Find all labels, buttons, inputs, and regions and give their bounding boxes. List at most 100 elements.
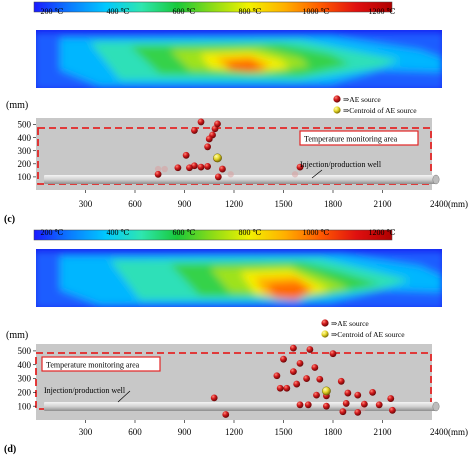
legend-ae-source-icon-bottom [321, 319, 329, 327]
x-axis-top: 300 600 900 1200 1500 1800 2100 2400(mm) [79, 190, 468, 209]
well-top [44, 174, 440, 185]
ae-centroid-point [213, 153, 222, 163]
colorbar-label: 1000 ℃ [303, 7, 330, 16]
well-bottom [44, 401, 440, 412]
x-tick-label: 300 [79, 427, 93, 437]
temperature-monitoring-box-bottom [35, 352, 432, 410]
colorbar-top: 200 ℃ 400 ℃ 600 ℃ 800 ℃ 1000 ℃ 1200 ℃ [33, 1, 396, 16]
x-tick-label: 600 [128, 427, 142, 437]
legend-ae-source-top: ⇒AE source [343, 95, 381, 104]
ae-source-point [290, 368, 297, 376]
x-tick-label: 1200 [225, 427, 244, 437]
colorbar-bottom: 200 ℃ 400 ℃ 600 ℃ 800 ℃ 1000 ℃ 1200 ℃ [33, 228, 396, 241]
legend-centroid-top: ⇒Centroid of AE source [343, 106, 417, 115]
ae-source-point [337, 377, 345, 385]
y-tick-label: 500 [18, 120, 32, 130]
ae-source-point [210, 394, 218, 402]
ae-source-faint-point [227, 171, 234, 178]
x-tick-label: 300 [79, 199, 93, 209]
legend-top: ⇒AE source ⇒Centroid of AE source [333, 95, 417, 115]
ae-source-point [186, 164, 193, 172]
ae-source-point [360, 400, 368, 408]
ae-points-top [154, 118, 304, 181]
colorbar-top-labels: 200 ℃ 400 ℃ 600 ℃ 800 ℃ 1000 ℃ 1200 ℃ [41, 7, 396, 16]
y-tick-label: 100 [18, 172, 32, 182]
ae-source-faint-point [291, 171, 299, 178]
legend-centroid-icon-top [333, 106, 341, 114]
ae-source-point [222, 411, 230, 418]
x-tick-label: 1800 [324, 427, 343, 437]
ae-source-point [304, 401, 312, 409]
ae-source-point [306, 346, 314, 353]
ae-source-point [205, 135, 213, 143]
y-tick-label: 500 [18, 346, 32, 356]
panel-tag-d: (d) [4, 444, 16, 455]
temperature-label-text-bottom: Temperature monitoring area [46, 361, 140, 370]
colorbar-label: 200 ℃ [41, 228, 64, 237]
x-axis-end-label: 2400(mm) [430, 199, 468, 209]
ae-source-point [339, 408, 347, 416]
ae-source-point [182, 151, 190, 159]
ae-source-point [323, 402, 330, 410]
colorbar-label: 800 ℃ [239, 7, 262, 16]
ae-source-point [280, 355, 287, 363]
ae-source-faint-point [154, 165, 162, 173]
x-tick-label: 1500 [275, 199, 294, 209]
ae-panel-bottom: 500 400 300 200 100 300 600 900 1200 1500 1800 210… [4, 319, 468, 455]
temperature-map-bottom [36, 249, 442, 307]
legend-bottom: ⇒AE source ⇒Centroid of AE source [321, 319, 405, 339]
ae-source-point [197, 163, 205, 171]
ae-source-point [344, 389, 352, 397]
x-axis-bottom: 300 600 900 1200 1500 1800 2100 2400(mm) [79, 420, 468, 437]
colorbar-bottom-labels: 200 ℃ 400 ℃ 600 ℃ 800 ℃ 1000 ℃ 1200 ℃ [41, 228, 396, 237]
ae-source-point [191, 127, 198, 134]
well-label-bottom: Injection/production well [44, 386, 131, 403]
ae-source-point [387, 395, 395, 402]
colorbar-label: 600 ℃ [173, 228, 196, 237]
colorbar-label: 600 ℃ [173, 7, 196, 16]
legend-centroid-icon-bottom [321, 330, 329, 338]
y-unit-bottom: (mm) [6, 330, 28, 341]
ae-points-bottom [210, 344, 396, 418]
ae-source-point [296, 401, 304, 409]
ae-source-point [296, 359, 304, 367]
x-tick-label: 2100 [374, 427, 393, 437]
x-tick-label: 900 [178, 427, 192, 437]
ae-source-point [354, 409, 362, 416]
ae-source-point [342, 400, 350, 407]
ae-source-point [354, 391, 362, 399]
colorbar-label: 200 ℃ [41, 7, 64, 16]
panel-c: 200 ℃ 400 ℃ 600 ℃ 800 ℃ 1000 ℃ 1200 ℃ 5 [4, 1, 468, 225]
ae-source-point [214, 120, 221, 128]
ae-source-point [204, 163, 212, 170]
ae-source-point [276, 384, 284, 392]
y-unit-top: (mm) [6, 100, 28, 111]
ae-source-point [290, 344, 297, 352]
legend-ae-source-icon-top [333, 95, 341, 103]
ae-source-point [204, 143, 212, 151]
ae-source-point [293, 380, 301, 388]
y-tick-label: 300 [18, 374, 32, 384]
colorbar-bottom-strip [33, 229, 393, 241]
ae-source-point [389, 406, 396, 414]
colorbar-label: 1200 ℃ [369, 7, 396, 16]
ae-source-point [174, 164, 182, 172]
y-axis-bottom: 500 400 300 200 100 [18, 346, 36, 411]
x-tick-label: 1200 [225, 199, 244, 209]
ae-source-point [316, 375, 324, 383]
ae-panel-top: 500 400 300 200 100 300 600 900 1200 1500 1800 210… [4, 95, 468, 225]
x-axis-end-label: 2400(mm) [430, 427, 468, 437]
x-tick-label: 900 [178, 199, 192, 209]
x-tick-label: 600 [128, 199, 142, 209]
well-label-top: Injection/production well [300, 160, 382, 179]
x-tick-label: 1800 [324, 199, 343, 209]
ae-source-point [296, 163, 304, 171]
x-tick-label: 2100 [374, 199, 393, 209]
y-tick-label: 100 [18, 401, 32, 411]
ae-source-point [375, 401, 383, 409]
panel-d: 200 ℃ 400 ℃ 600 ℃ 800 ℃ 1000 ℃ 1200 ℃ 5 [4, 228, 468, 455]
well-label-text-bottom: Injection/production well [44, 386, 126, 395]
colorbar-label: 1000 ℃ [303, 228, 330, 237]
temperature-map-top [36, 30, 442, 88]
